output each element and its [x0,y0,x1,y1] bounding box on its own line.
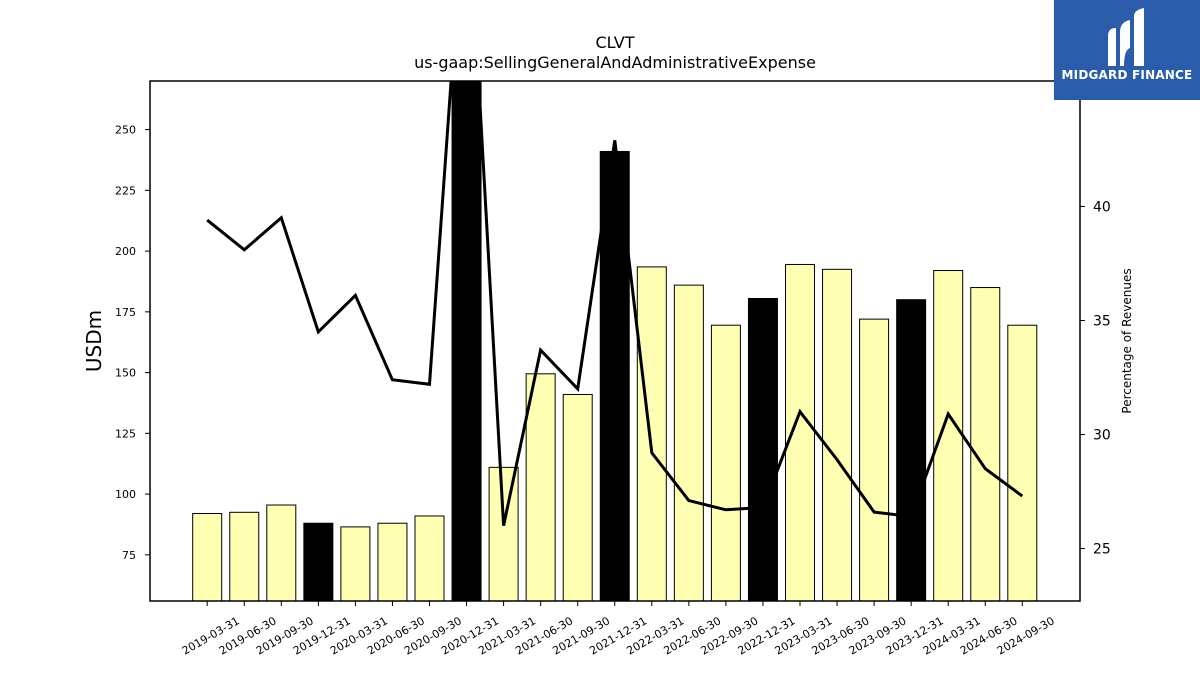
y-tick-label: 250 [115,124,136,137]
bar-2019-12-31 [303,522,334,601]
bar-2020-03-31 [340,526,371,601]
y2-tick-label: 25 [1093,542,1111,558]
midgard-finance-logo: MIDGARD FINANCE [1054,0,1200,100]
y2-tick-label: 35 [1093,313,1111,329]
y2-tick-label: 40 [1093,199,1111,215]
bar-2023-09-30 [859,318,890,601]
line-layer [206,81,1024,527]
y2-tick-label: 30 [1093,428,1111,444]
bar-2020-06-30 [377,522,408,601]
bar-2022-09-30 [710,324,741,601]
y-tick-label: 75 [122,549,136,562]
bar-2021-06-30 [525,373,556,601]
y-tick-label: 225 [115,184,136,197]
bar-2019-09-30 [266,504,297,601]
logo-text: MIDGARD FINANCE [1061,68,1193,82]
bar-2023-03-31 [785,263,815,601]
y-tick-label: 150 [115,367,136,380]
bar-2019-06-30 [229,511,260,601]
y-tick-label: 125 [115,427,136,440]
bar-2020-12-31 [451,81,482,601]
y-tick-label: 100 [115,488,136,501]
bar-2021-09-30 [562,393,593,601]
bars-layer [192,81,1038,601]
bar-2022-12-31 [747,297,778,601]
y2-axis-label: Percentage of Revenues [1120,268,1134,413]
bar-2022-06-30 [673,284,704,601]
bar-2019-03-31 [192,513,223,601]
bar-2021-03-31 [488,466,519,601]
bar-2024-09-30 [1007,324,1038,601]
bar-2024-06-30 [970,287,1001,601]
bar-2023-12-31 [896,299,927,601]
bar-2022-03-31 [636,266,667,601]
y-axis-label: USDm [82,310,106,372]
chart-title: CLVT [595,33,634,52]
logo-mark-icon [1108,8,1144,66]
line-percentage-of-revenues [206,81,1024,527]
bar-2020-09-30 [414,515,445,601]
y-tick-label: 200 [115,245,136,258]
y-tick-label: 175 [115,306,136,319]
bar-2023-06-30 [822,268,853,601]
bar-2024-03-31 [933,270,964,601]
chart-subtitle: us-gaap:SellingGeneralAndAdministrativeE… [414,53,816,72]
